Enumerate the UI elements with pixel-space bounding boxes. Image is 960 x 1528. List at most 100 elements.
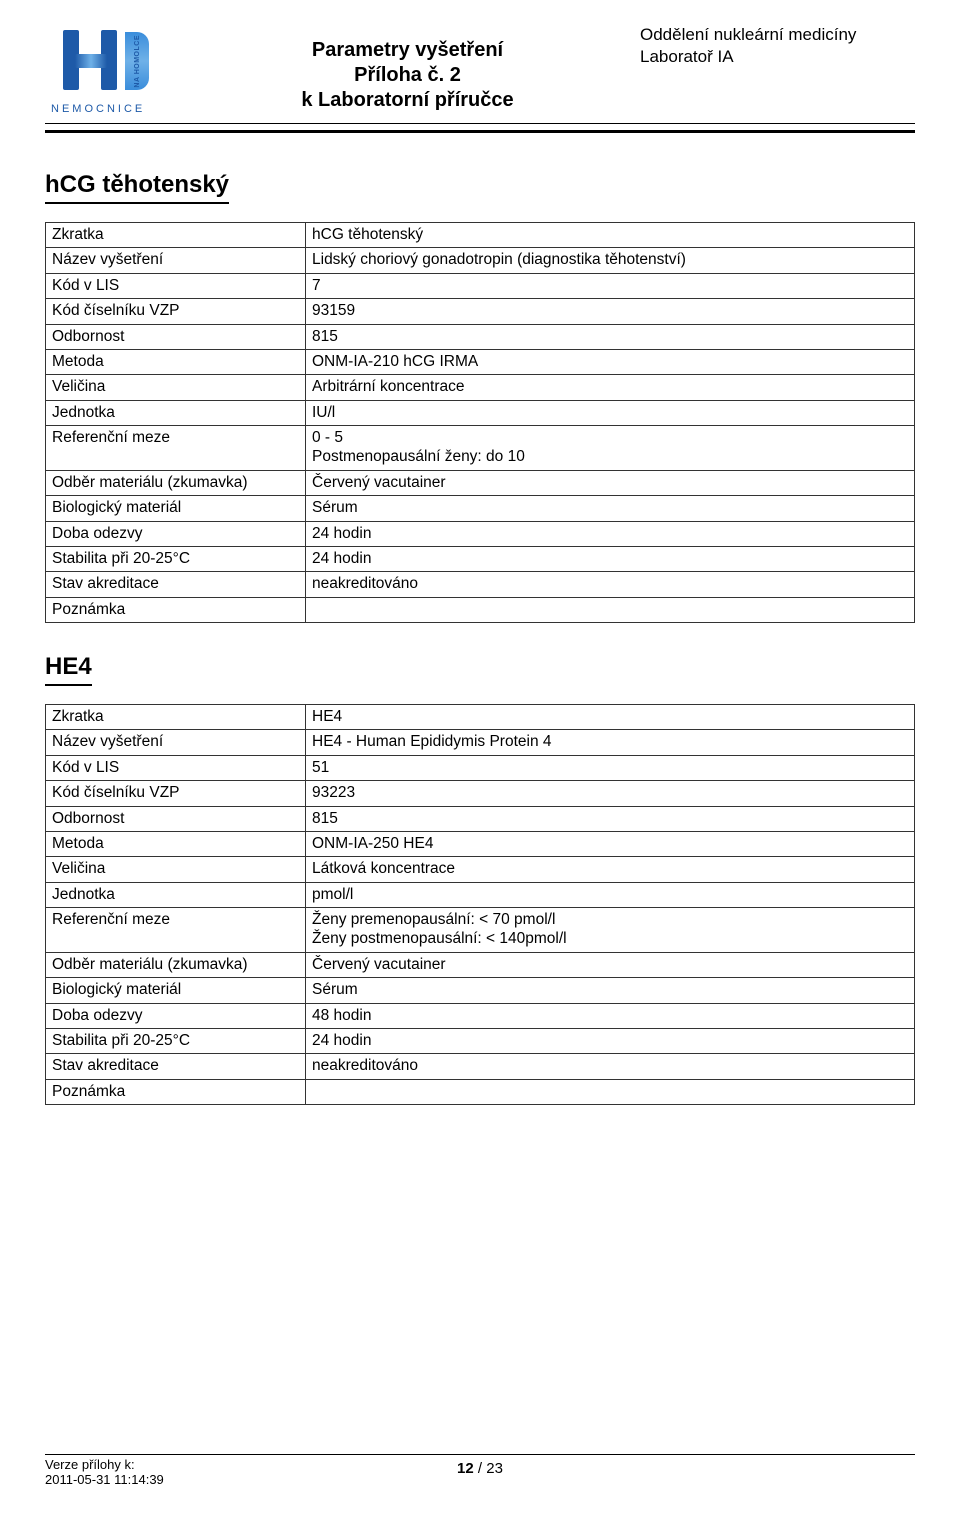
page-footer: Verze přílohy k: 2011-05-31 11:14:39 12 … [45,1454,915,1488]
page-current: 12 [457,1460,474,1477]
label-zkratka: Zkratka [46,223,306,248]
value-stabilita: 24 hodin [306,1028,915,1053]
label-metoda: Metoda [46,831,306,856]
table-row: Poznámka [46,1079,915,1104]
logo-side-text: NA HOMOLCE [134,35,141,88]
title-line-3: k Laboratorní příručce [175,88,640,113]
label-kod-lis: Kód v LIS [46,755,306,780]
table-row: Název vyšetřeníHE4 - Human Epididymis Pr… [46,730,915,755]
value-biomat: Sérum [306,496,915,521]
table-row: MetodaONM-IA-210 hCG IRMA [46,349,915,374]
table-row: Biologický materiálSérum [46,978,915,1003]
value-stabilita: 24 hodin [306,546,915,571]
label-nazev: Název vyšetření [46,248,306,273]
value-ref-meze: Ženy premenopausální: < 70 pmol/lŽeny po… [306,908,915,953]
value-doba: 24 hodin [306,521,915,546]
table-row: ZkratkahCG těhotenský [46,223,915,248]
label-poznamka: Poznámka [46,597,306,622]
table-row: Stav akreditaceneakreditováno [46,572,915,597]
value-jednotka: pmol/l [306,882,915,907]
value-ref-meze: 0 - 5Postmenopausální ženy: do 10 [306,426,915,471]
label-stabilita: Stabilita při 20-25°C [46,546,306,571]
value-zkratka: hCG těhotenský [306,223,915,248]
table-row: MetodaONM-IA-250 HE4 [46,831,915,856]
table-row: Kód číselníku VZP93159 [46,299,915,324]
header-title: Parametry vyšetření Příloha č. 2 k Labor… [175,20,640,113]
header-department: Oddělení nukleární medicíny Laboratoř IA [640,20,915,68]
table-row: ZkratkaHE4 [46,705,915,730]
value-jednotka: IU/l [306,400,915,425]
table-row: Odběr materiálu (zkumavka)Červený vacuta… [46,952,915,977]
label-nazev: Název vyšetření [46,730,306,755]
value-poznamka [306,597,915,622]
label-biomat: Biologický materiál [46,978,306,1003]
table-row: Jednotkapmol/l [46,882,915,907]
table-row: Biologický materiálSérum [46,496,915,521]
value-odber: Červený vacutainer [306,952,915,977]
label-odbornost: Odbornost [46,806,306,831]
section-title-hcg: hCG těhotenský [45,171,229,204]
label-poznamka: Poznámka [46,1079,306,1104]
label-stabilita: Stabilita při 20-25°C [46,1028,306,1053]
page-header: NA HOMOLCE NEMOCNICE Parametry vyšetření… [45,20,915,115]
label-odber: Odběr materiálu (zkumavka) [46,470,306,495]
page-number: 12 / 23 [45,1460,915,1477]
title-line-2: Příloha č. 2 [175,63,640,88]
value-nazev: Lidský choriový gonadotropin (diagnostik… [306,248,915,273]
label-metoda: Metoda [46,349,306,374]
table-row: Poznámka [46,597,915,622]
label-jednotka: Jednotka [46,400,306,425]
table-row: VeličinaArbitrární koncentrace [46,375,915,400]
label-odbornost: Odbornost [46,324,306,349]
value-kod-lis: 7 [306,273,915,298]
value-doba: 48 hodin [306,1003,915,1028]
page-total: 23 [486,1460,503,1477]
table-row: Kód v LIS7 [46,273,915,298]
table-row: Stav akreditaceneakreditováno [46,1054,915,1079]
value-zkratka: HE4 [306,705,915,730]
table-row: Stabilita při 20-25°C24 hodin [46,546,915,571]
label-jednotka: Jednotka [46,882,306,907]
title-line-1: Parametry vyšetření [175,38,640,63]
table-row: VeličinaLátková koncentrace [46,857,915,882]
table-row: Odbornost815 [46,324,915,349]
table-row: Odběr materiálu (zkumavka)Červený vacuta… [46,470,915,495]
label-zkratka: Zkratka [46,705,306,730]
value-odbornost: 815 [306,324,915,349]
table-row: Stabilita při 20-25°C24 hodin [46,1028,915,1053]
label-ref-meze: Referenční meze [46,908,306,953]
page-sep: / [474,1460,487,1477]
label-ref-meze: Referenční meze [46,426,306,471]
table-row: Název vyšetřeníLidský choriový gonadotro… [46,248,915,273]
label-doba: Doba odezvy [46,1003,306,1028]
value-odbornost: 815 [306,806,915,831]
table-row: JednotkaIU/l [46,400,915,425]
value-kod-vzp: 93223 [306,781,915,806]
value-metoda: ONM-IA-250 HE4 [306,831,915,856]
table-hcg: ZkratkahCG těhotenský Název vyšetřeníLid… [45,222,915,623]
header-rule-thin [45,123,915,124]
label-kod-lis: Kód v LIS [46,273,306,298]
header-rule-thick [45,130,915,133]
value-kod-lis: 51 [306,755,915,780]
value-biomat: Sérum [306,978,915,1003]
section-title-he4: HE4 [45,653,92,686]
value-stav: neakreditováno [306,1054,915,1079]
label-kod-vzp: Kód číselníku VZP [46,299,306,324]
page: NA HOMOLCE NEMOCNICE Parametry vyšetření… [0,0,960,1528]
label-doba: Doba odezvy [46,521,306,546]
value-metoda: ONM-IA-210 hCG IRMA [306,349,915,374]
label-kod-vzp: Kód číselníku VZP [46,781,306,806]
table-row: Referenční meze0 - 5Postmenopausální žen… [46,426,915,471]
value-velicina: Látková koncentrace [306,857,915,882]
dept-line-2: Laboratoř IA [640,46,915,68]
label-stav: Stav akreditace [46,1054,306,1079]
label-biomat: Biologický materiál [46,496,306,521]
label-velicina: Veličina [46,857,306,882]
table-row: Kód v LIS51 [46,755,915,780]
label-stav: Stav akreditace [46,572,306,597]
dept-line-1: Oddělení nukleární medicíny [640,24,915,46]
value-stav: neakreditováno [306,572,915,597]
value-velicina: Arbitrární koncentrace [306,375,915,400]
hospital-logo-icon: NA HOMOLCE NEMOCNICE [45,20,155,115]
